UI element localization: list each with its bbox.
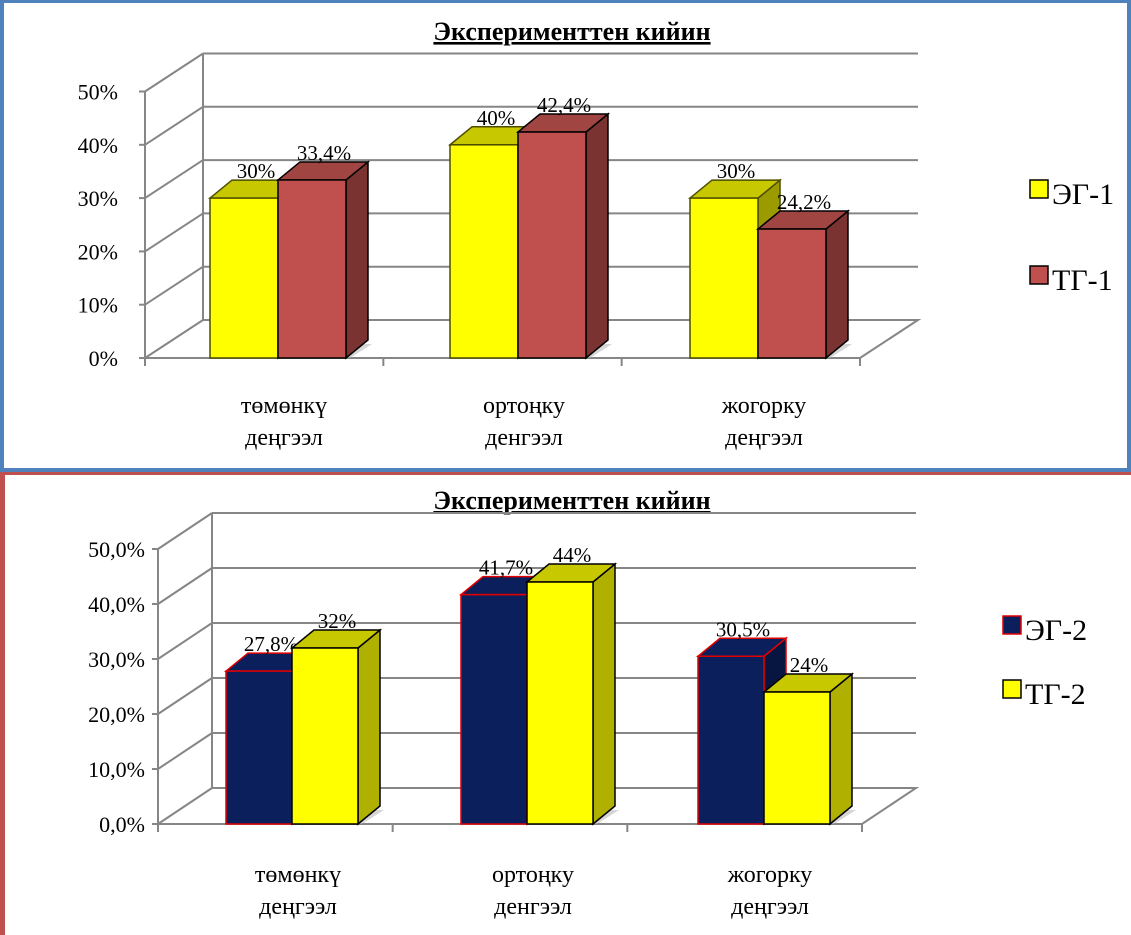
data-label: 27,8% bbox=[244, 632, 298, 656]
chart-2-svg: Эксперименттен кийин 0,0% 10,0% 20,0% 30,0% 4… bbox=[88, 486, 1087, 920]
y-tick-label: 30,0% bbox=[88, 647, 145, 672]
data-label: 24% bbox=[790, 653, 829, 677]
category-label: ортоңку bbox=[492, 862, 574, 888]
bar-side bbox=[585, 112, 609, 360]
bar-side bbox=[592, 562, 616, 826]
y-tick-label: 20% bbox=[78, 239, 118, 264]
bar-side bbox=[345, 160, 369, 360]
bar-эг-2 bbox=[225, 670, 293, 825]
gridline-diagonal bbox=[157, 622, 213, 660]
data-label: 40% bbox=[477, 106, 516, 130]
y-tick-label: 50,0% bbox=[88, 537, 145, 562]
y-tick-label: 0% bbox=[89, 346, 118, 371]
category-label: төмөнкү bbox=[255, 862, 341, 888]
data-label: 42,4% bbox=[537, 93, 591, 117]
gridline-diagonal bbox=[144, 212, 204, 253]
bar-эг-1 bbox=[689, 197, 759, 359]
bar-side bbox=[825, 209, 849, 360]
bar-эг-2 bbox=[460, 593, 528, 825]
bar-тг-2 bbox=[291, 647, 359, 825]
gridline-diagonal bbox=[144, 159, 204, 199]
category-label: деңгээл bbox=[245, 425, 323, 451]
legend-swatch bbox=[1002, 615, 1022, 635]
legend-swatch bbox=[1029, 265, 1049, 285]
bar-тг-1 bbox=[757, 228, 827, 359]
legend-swatch bbox=[1029, 179, 1049, 199]
bar-тг-2 bbox=[763, 691, 831, 825]
gridline-diagonal bbox=[144, 265, 204, 306]
gridline-diagonal bbox=[144, 52, 204, 93]
y-tick-label: 30% bbox=[78, 186, 118, 211]
data-label: 32% bbox=[318, 609, 357, 633]
legend-swatch bbox=[1002, 679, 1022, 699]
gridline-diagonal bbox=[157, 512, 213, 550]
data-label: 41,7% bbox=[479, 556, 533, 580]
category-label: ортоңку bbox=[483, 393, 565, 419]
data-label: 30% bbox=[717, 159, 756, 183]
gridline-diagonal bbox=[157, 567, 213, 605]
bar-тг-2 bbox=[526, 581, 594, 825]
gridline-diagonal bbox=[144, 105, 204, 146]
bar-side bbox=[829, 672, 853, 826]
bar-тг-1 bbox=[517, 131, 587, 359]
legend-label: ТГ-1 bbox=[1052, 264, 1113, 297]
chart-title: Эксперименттен кийин bbox=[433, 17, 710, 46]
bar-side bbox=[357, 628, 381, 826]
legend-label: ЭГ-2 bbox=[1025, 614, 1087, 647]
data-label: 30,5% bbox=[716, 617, 770, 641]
category-label: жогорку bbox=[727, 862, 813, 888]
bar-тг-1 bbox=[277, 179, 347, 359]
category-label: жогорку bbox=[721, 393, 807, 419]
category-label: төмөнкү bbox=[241, 393, 327, 419]
bar-эг-2 bbox=[697, 655, 765, 825]
y-tick-label: 40,0% bbox=[88, 592, 145, 617]
gridline-diagonal bbox=[157, 677, 213, 715]
bar-эг-1 bbox=[209, 197, 279, 359]
data-label: 44% bbox=[553, 543, 592, 567]
chart-title: Эксперименттен кийин bbox=[433, 486, 710, 515]
y-tick-label: 10% bbox=[78, 293, 118, 318]
category-label: денгээл bbox=[494, 894, 572, 920]
category-label: деңгээл bbox=[725, 425, 803, 451]
data-label: 24,2% bbox=[777, 190, 831, 214]
gridline-diagonal bbox=[157, 732, 213, 770]
category-label: деңгээл bbox=[731, 894, 809, 920]
y-tick-label: 40% bbox=[78, 133, 118, 158]
legend-label: ЭГ-1 bbox=[1052, 178, 1114, 211]
gridline-diagonal bbox=[157, 787, 213, 825]
category-label: денгээл bbox=[485, 425, 563, 451]
legend-label: ТГ-2 bbox=[1025, 678, 1086, 711]
data-label: 30% bbox=[237, 159, 276, 183]
y-tick-label: 0,0% bbox=[99, 812, 145, 837]
gridline-diagonal bbox=[144, 319, 204, 359]
chart-1-svg: Эксперименттен кийин 0% 10% 20% 30% 40% 50% 30%… bbox=[78, 17, 1114, 451]
bar-эг-1 bbox=[449, 144, 519, 359]
y-tick-label: 50% bbox=[78, 80, 118, 105]
data-label: 33,4% bbox=[297, 141, 351, 165]
category-label: деңгээл bbox=[259, 894, 337, 920]
y-tick-label: 20,0% bbox=[88, 702, 145, 727]
y-tick-label: 10,0% bbox=[88, 757, 145, 782]
